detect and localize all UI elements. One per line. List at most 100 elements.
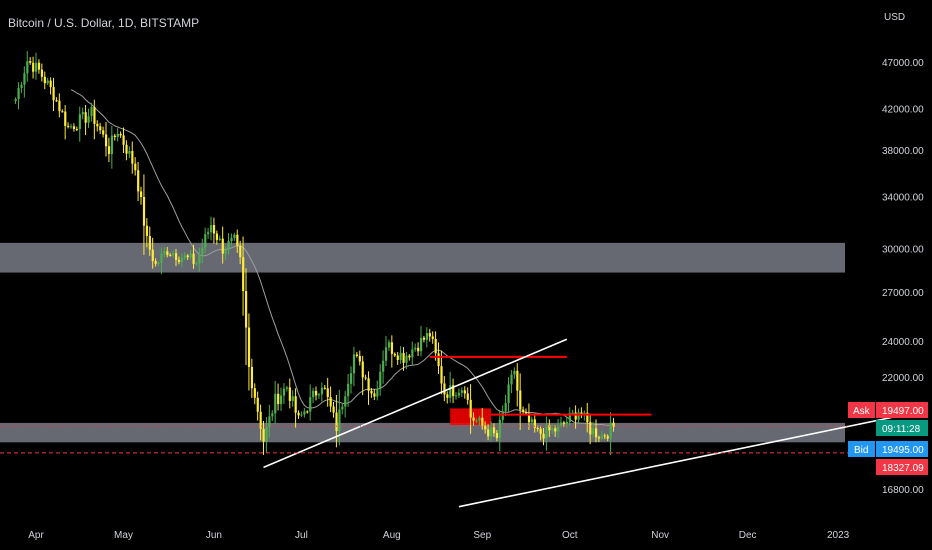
candle-body-64 [201,247,204,255]
candle-body-48 [154,261,157,264]
candle-body-29 [99,126,102,131]
candle-body-191 [571,412,574,414]
y-axis: 47000.00 42000.00 38000.00 34000.00 30000.00… [882,58,924,496]
candle-body-10 [43,76,46,84]
candle-body-46 [148,235,151,250]
bid-price-bg [876,441,928,457]
candle-body-39 [128,151,131,154]
candle-body-155 [466,393,469,400]
candle-body-205 [612,422,615,427]
candle-body-56 [177,259,181,262]
y-tick-6: 24000.00 [882,337,924,348]
candle-body-156 [469,399,472,418]
x-tick-jun: Jun [206,530,222,541]
candle-body-92 [282,388,286,396]
candle-body-174 [522,409,525,412]
candle-body-182 [545,424,548,439]
candle-body-166 [498,419,501,438]
candle-body-138 [417,347,420,352]
candle-body-172 [516,370,519,391]
candle-body-63 [198,254,201,264]
candle-body-122 [370,390,373,394]
candle-body-18 [67,125,70,128]
candle-body-131 [396,355,399,360]
candle-body-164 [492,427,496,434]
candle-body-151 [455,395,458,397]
candle-body-110 [335,412,338,432]
candle-body-45 [145,225,149,236]
candle-body-177 [530,419,534,423]
candle-body-7 [35,62,38,72]
candle-body-135 [408,355,411,358]
candle-body-144 [434,338,437,354]
candle-body-83 [256,397,259,412]
y-tick-5: 27000.00 [882,288,924,299]
candles [14,51,615,456]
candle-body-168 [504,402,507,412]
candle-body-89 [274,393,277,414]
candle-body-5 [29,61,32,63]
candle-body-203 [606,436,609,439]
candle-body-94 [288,387,291,401]
candle-body-70 [218,238,221,240]
candle-body-95 [291,396,294,401]
candle-body-123 [373,393,376,397]
candle-body-189 [565,421,569,424]
candle-body-137 [414,347,417,350]
candle-body-117 [355,354,359,356]
candle-body-161 [484,425,487,430]
candle-body-153 [460,390,464,393]
candle-body-58 [183,255,186,259]
candle-body-149 [449,385,452,398]
ask-price: 19497.00 [882,406,924,417]
candle-body-133 [402,352,405,363]
candle-body-128 [387,342,391,348]
candle-body-40 [131,151,134,164]
candle-body-16 [61,111,64,113]
candle-body-111 [338,409,341,432]
y-tick-3: 34000.00 [882,192,924,203]
candle-body-120 [364,377,367,379]
trendline-2 [458,409,926,508]
candle-body-125 [379,371,382,390]
price-tags: Ask 19497.00 09:11:28 Bid 19495.00 18327… [848,402,928,475]
candle-body-147 [443,383,446,395]
candle-body-86 [265,427,268,442]
countdown-value: 09:11:28 [882,424,921,435]
support-resistance-zones [0,242,845,443]
candle-body-136 [411,349,414,358]
candle-body-162 [487,429,490,437]
zone-2 [0,422,845,443]
candle-body-90 [277,393,280,405]
candle-body-38 [125,144,128,154]
candle-body-60 [189,253,192,258]
candle-body-170 [510,374,513,385]
x-tick-nov: Nov [651,530,669,541]
candle-body-98 [300,414,303,416]
candle-body-74 [230,238,233,242]
candle-body-114 [347,383,350,397]
candle-body-81 [250,366,254,389]
candle-body-17 [64,111,67,126]
chart-title: Bitcoin / U.S. Dollar, 1D, BITSTAMP [8,16,199,30]
candle-body-61 [192,253,195,264]
candle-body-53 [169,255,172,257]
candle-body-75 [233,234,236,239]
candle-body-157 [472,417,475,421]
x-tick-2023: 2023 [827,530,850,541]
candle-body-91 [280,395,283,405]
candle-body-62 [195,263,198,265]
candle-body-119 [361,361,364,378]
candle-body-23 [81,112,84,115]
candle-body-140 [422,337,426,340]
ask-price-bg [876,402,928,418]
dashed-levels [0,425,848,454]
candle-body-118 [358,355,361,362]
candle-body-32 [107,146,111,154]
candle-body-124 [376,389,379,397]
candle-body-84 [259,411,262,429]
candle-body-79 [245,291,248,328]
candle-body-69 [215,233,219,240]
candle-body-21 [75,129,79,131]
